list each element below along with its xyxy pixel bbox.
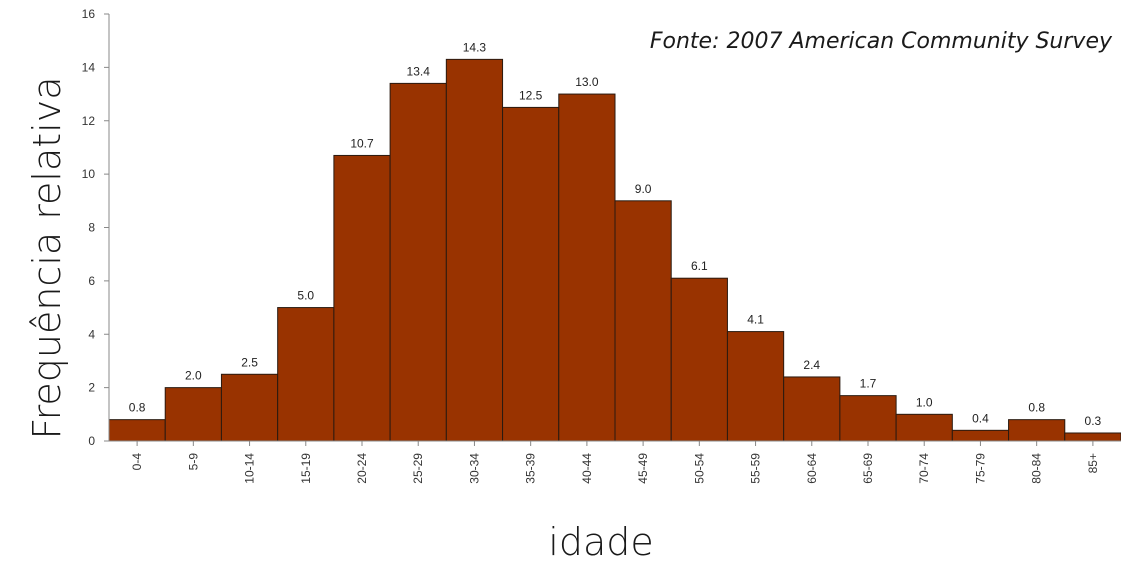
bar-45-49 [614,200,672,442]
bar-15-19 [277,307,335,442]
x-tick-label: 0-4 [130,453,144,471]
data-label-20-24: 10.7 [350,136,374,150]
bar-80-84 [1008,419,1066,442]
data-label-5-9: 2.0 [185,369,202,383]
x-tick-label: 30-34 [467,453,481,484]
data-label-50-54: 6.1 [691,259,708,273]
source-note: Fonte: 2007 American Community Survey [650,29,1113,54]
bar-70-74 [895,413,953,442]
data-label-15-19: 5.0 [297,289,314,303]
data-label-45-49: 9.0 [635,182,652,196]
y-tick-label: 8 [88,221,95,235]
x-tick-label: 60-64 [805,453,819,484]
y-tick-label: 4 [88,327,95,341]
x-tick-label: 20-24 [355,453,369,484]
bar-10-14 [220,373,279,442]
data-label-35-39: 12.5 [519,88,543,102]
data-label-85+: 0.3 [1085,414,1102,428]
y-ticks-layer: 0 2 4 6 8 10 12 14 16 [82,7,109,448]
data-labels-layer: 0.8 2.0 2.5 5.0 10.7 13.4 14.3 12.5 13.0 9.0 6.1 4.… [129,40,1102,428]
bar-5-9 [164,387,222,442]
y-tick-label: 16 [82,7,96,21]
bars-layer [108,58,1121,442]
data-label-10-14: 2.5 [241,355,258,369]
x-tick-label: 75-79 [973,453,987,484]
bar-30-34 [445,58,504,442]
bar-60-64 [783,376,841,442]
data-label-75-79: 0.4 [972,411,989,425]
bar-50-54 [670,277,728,442]
bar-25-29 [389,82,447,442]
bar-0-4 [108,419,166,442]
bar-40-44 [558,93,616,442]
bar-75-79 [951,429,1010,442]
bar-85+ [1064,432,1121,442]
y-tick-label: 14 [82,60,96,74]
data-label-30-34: 14.3 [463,40,487,54]
x-tick-label: 85+ [1086,453,1100,473]
bar-20-24 [333,154,391,442]
data-label-80-84: 0.8 [1028,401,1045,415]
x-tick-label: 45-49 [636,453,650,484]
y-tick-label: 6 [88,274,95,288]
x-tick-label: 5-9 [186,453,200,471]
y-tick-label: 0 [88,434,95,448]
x-tick-label: 40-44 [580,453,594,484]
x-tick-label: 10-14 [243,453,257,484]
data-label-55-59: 4.1 [747,313,764,327]
data-label-40-44: 13.0 [575,75,599,89]
x-tick-label: 65-69 [861,453,875,484]
x-tick-label: 70-74 [917,453,931,484]
x-tick-label: 15-19 [299,453,313,484]
y-tick-label: 2 [88,381,95,395]
data-label-65-69: 1.7 [860,377,877,391]
x-ticks-layer: 0-4 5-9 10-14 15-19 20-24 25-29 30-34 35-39 40-4… [130,441,1100,484]
x-tick-label: 25-29 [411,453,425,484]
data-label-70-74: 1.0 [916,395,933,409]
bar-55-59 [726,331,785,442]
y-axis-label: Frequência relativa [25,77,69,440]
x-tick-label: 35-39 [524,453,538,484]
x-tick-label: 50-54 [692,453,706,484]
data-label-0-4: 0.8 [129,401,146,415]
bar-65-69 [839,395,897,442]
bar-35-39 [502,106,560,442]
x-axis-label: idade [548,520,653,563]
data-label-60-64: 2.4 [803,358,820,372]
y-tick-label: 12 [82,114,96,128]
x-tick-label: 80-84 [1030,453,1044,484]
y-tick-label: 10 [82,167,96,181]
x-tick-label: 55-59 [749,453,763,484]
data-label-25-29: 13.4 [407,64,431,78]
